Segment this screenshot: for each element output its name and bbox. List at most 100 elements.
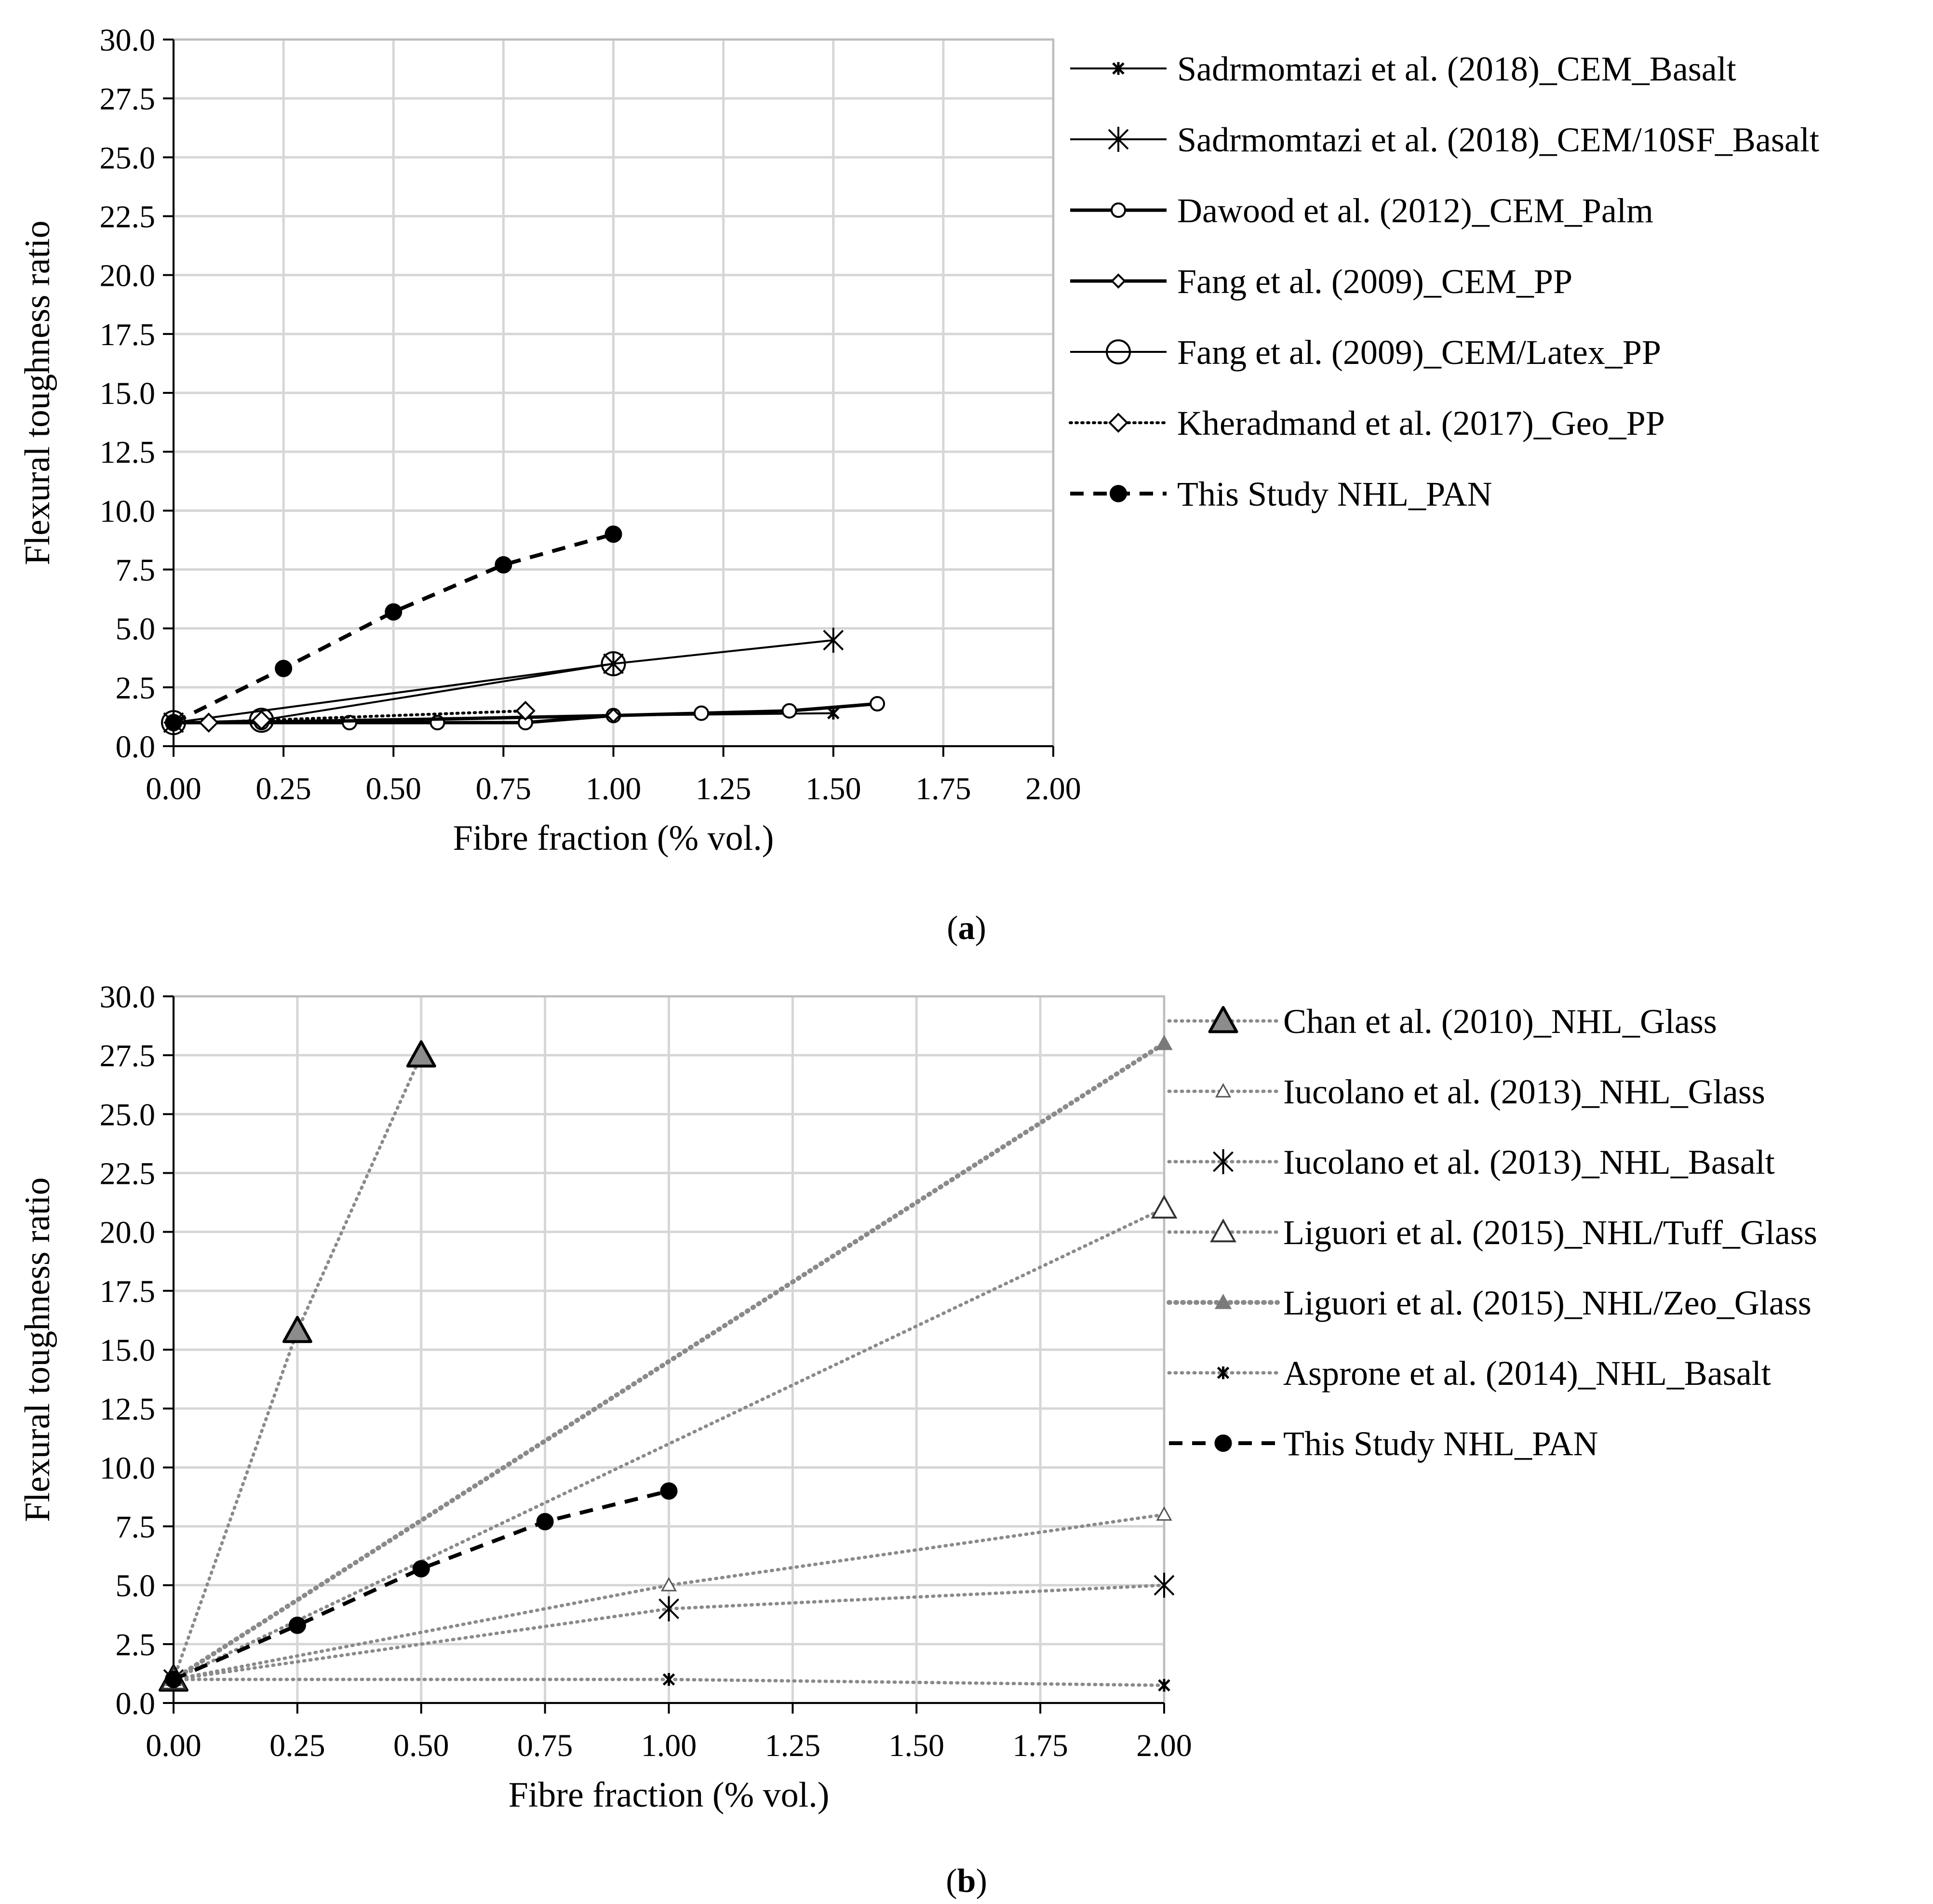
legend-label: This Study NHL_PAN xyxy=(1283,1424,1598,1463)
x-tick-label: 0.00 xyxy=(146,1728,201,1763)
data-point xyxy=(601,651,626,676)
series-line xyxy=(173,532,614,724)
legend-marker xyxy=(1214,1293,1232,1309)
x-tick-label: 1.00 xyxy=(586,771,642,806)
legend: Sadrmomtazi et al. (2018)_CEM_Basalt Sadr… xyxy=(1069,50,1819,513)
y-tick-label: 0.0 xyxy=(116,1686,156,1721)
legend-item: This Study NHL_PAN xyxy=(1070,475,1492,513)
y-tick-label: 25.0 xyxy=(100,1097,156,1132)
legend-item: Dawood et al. (2012)_CEM_Palm xyxy=(1070,191,1653,230)
y-axis-title: Flexural toughness ratio xyxy=(18,220,57,565)
data-point xyxy=(604,525,622,543)
legend-label: Fang et al. (2009)_CEM_PP xyxy=(1177,262,1572,301)
data-point xyxy=(1156,1506,1172,1521)
data-point xyxy=(288,1616,306,1634)
x-tick-label: 0.00 xyxy=(146,771,201,806)
y-tick-label: 12.5 xyxy=(100,1392,156,1427)
legend-label: Liguori et al. (2015)_NHL/Tuff_Glass xyxy=(1283,1213,1817,1252)
legend: Chan et al. (2010)_NHL_Glass Iucolano et … xyxy=(1167,1002,1817,1463)
x-axis-title: Fibre fraction (% vol.) xyxy=(453,818,774,858)
ticks: 0.0 2.5 5.0 7.5 10.0 12.5 15.0 17.5 20.0 22.5 25.0… xyxy=(100,979,1192,1763)
legend-item: Iucolano et al. (2013)_NHL_Basalt xyxy=(1167,1143,1775,1181)
legend-marker xyxy=(1108,413,1128,433)
legend-marker xyxy=(1111,202,1126,218)
data-point xyxy=(536,1513,554,1530)
legend-marker xyxy=(1210,1218,1236,1243)
y-tick-label: 5.0 xyxy=(116,612,156,647)
x-tick-label: 1.75 xyxy=(915,771,971,806)
x-tick-label: 0.75 xyxy=(476,771,532,806)
legend-item: Fang et al. (2009)_CEM_PP xyxy=(1070,262,1572,301)
series-group xyxy=(161,525,885,736)
data-point xyxy=(1155,1034,1173,1050)
legend-item: Chan et al. (2010)_NHL_Glass xyxy=(1167,1002,1717,1041)
panel-b-caption: (b) xyxy=(946,1863,987,1900)
data-point xyxy=(870,696,885,712)
data-point xyxy=(251,710,272,731)
panel-a-caption: (a) xyxy=(947,910,986,947)
data-point xyxy=(495,556,512,574)
legend-item: Iucolano et al. (2013)_NHL_Glass xyxy=(1167,1073,1765,1111)
legend-label: Dawood et al. (2012)_CEM_Palm xyxy=(1177,191,1653,230)
x-tick-label: 1.50 xyxy=(805,771,861,806)
x-tick-label: 1.75 xyxy=(1012,1728,1068,1763)
x-axis-title: Fibre fraction (% vol.) xyxy=(509,1775,830,1815)
y-tick-label: 20.0 xyxy=(100,258,156,294)
legend-marker xyxy=(1108,127,1129,152)
legend-marker xyxy=(1110,485,1127,502)
legend-label: Asprone et al. (2014)_NHL_Basalt xyxy=(1283,1354,1771,1393)
series-6 xyxy=(165,525,622,732)
y-tick-label: 10.0 xyxy=(100,1450,156,1486)
data-point xyxy=(1151,1194,1178,1219)
y-tick-label: 15.0 xyxy=(100,1333,156,1368)
y-tick-label: 30.0 xyxy=(100,23,156,58)
legend-marker xyxy=(1214,1435,1232,1452)
data-point xyxy=(406,1040,436,1068)
x-tick-label: 0.50 xyxy=(366,771,422,806)
series-group xyxy=(159,1034,1178,1692)
data-point xyxy=(199,712,219,733)
y-tick-label: 22.5 xyxy=(100,200,156,235)
data-point xyxy=(660,1577,677,1592)
y-tick-label: 25.0 xyxy=(100,140,156,175)
y-tick-label: 2.5 xyxy=(116,1627,156,1663)
y-tick-label: 2.5 xyxy=(116,670,156,706)
x-tick-label: 0.75 xyxy=(517,1728,573,1763)
y-tick-label: 22.5 xyxy=(100,1156,156,1192)
legend-marker xyxy=(1215,1083,1232,1098)
y-tick-label: 17.5 xyxy=(100,1274,156,1309)
series-line xyxy=(172,1207,1166,1681)
y-axis-title: Flexural toughness ratio xyxy=(18,1177,57,1522)
legend-item: Asprone et al. (2014)_NHL_Basalt xyxy=(1167,1354,1771,1393)
legend-marker xyxy=(1217,1366,1230,1380)
data-point xyxy=(823,628,844,653)
y-tick-label: 20.0 xyxy=(100,1215,156,1250)
legend-marker xyxy=(1111,273,1126,289)
legend-item: This Study NHL_PAN xyxy=(1169,1424,1598,1463)
legend-marker xyxy=(1213,1149,1234,1174)
legend-label: Chan et al. (2010)_NHL_Glass xyxy=(1283,1002,1717,1041)
data-point xyxy=(605,708,621,724)
x-tick-label: 1.25 xyxy=(696,771,752,806)
y-tick-label: 12.5 xyxy=(100,435,156,470)
y-tick-label: 5.0 xyxy=(116,1569,156,1604)
chart-panel-b: 0.0 2.5 5.0 7.5 10.0 12.5 15.0 17.5 20.0 22.5 25.0… xyxy=(18,979,1817,1815)
x-tick-label: 2.00 xyxy=(1025,771,1081,806)
ticks: 0.0 2.5 5.0 7.5 10.0 12.5 15.0 17.5 20.0 22.5 25.0… xyxy=(100,23,1081,806)
series-line xyxy=(173,1489,670,1681)
x-tick-label: 2.00 xyxy=(1136,1728,1192,1763)
data-point xyxy=(662,1673,675,1686)
y-tick-label: 15.0 xyxy=(100,376,156,411)
legend-item: Liguori et al. (2015)_NHL/Zeo_Glass xyxy=(1167,1284,1812,1322)
legend-label: Kheradmand et al. (2017)_Geo_PP xyxy=(1177,404,1665,442)
legend-label: Iucolano et al. (2013)_NHL_Glass xyxy=(1283,1073,1765,1111)
data-point xyxy=(412,1560,430,1578)
legend-item: Liguori et al. (2015)_NHL/Tuff_Glass xyxy=(1167,1213,1817,1252)
data-point xyxy=(515,700,536,721)
data-point xyxy=(1154,1572,1175,1598)
legend-marker xyxy=(1208,1006,1238,1033)
data-point xyxy=(658,1596,679,1622)
y-tick-label: 7.5 xyxy=(116,1510,156,1545)
y-tick-label: 27.5 xyxy=(100,1038,156,1073)
